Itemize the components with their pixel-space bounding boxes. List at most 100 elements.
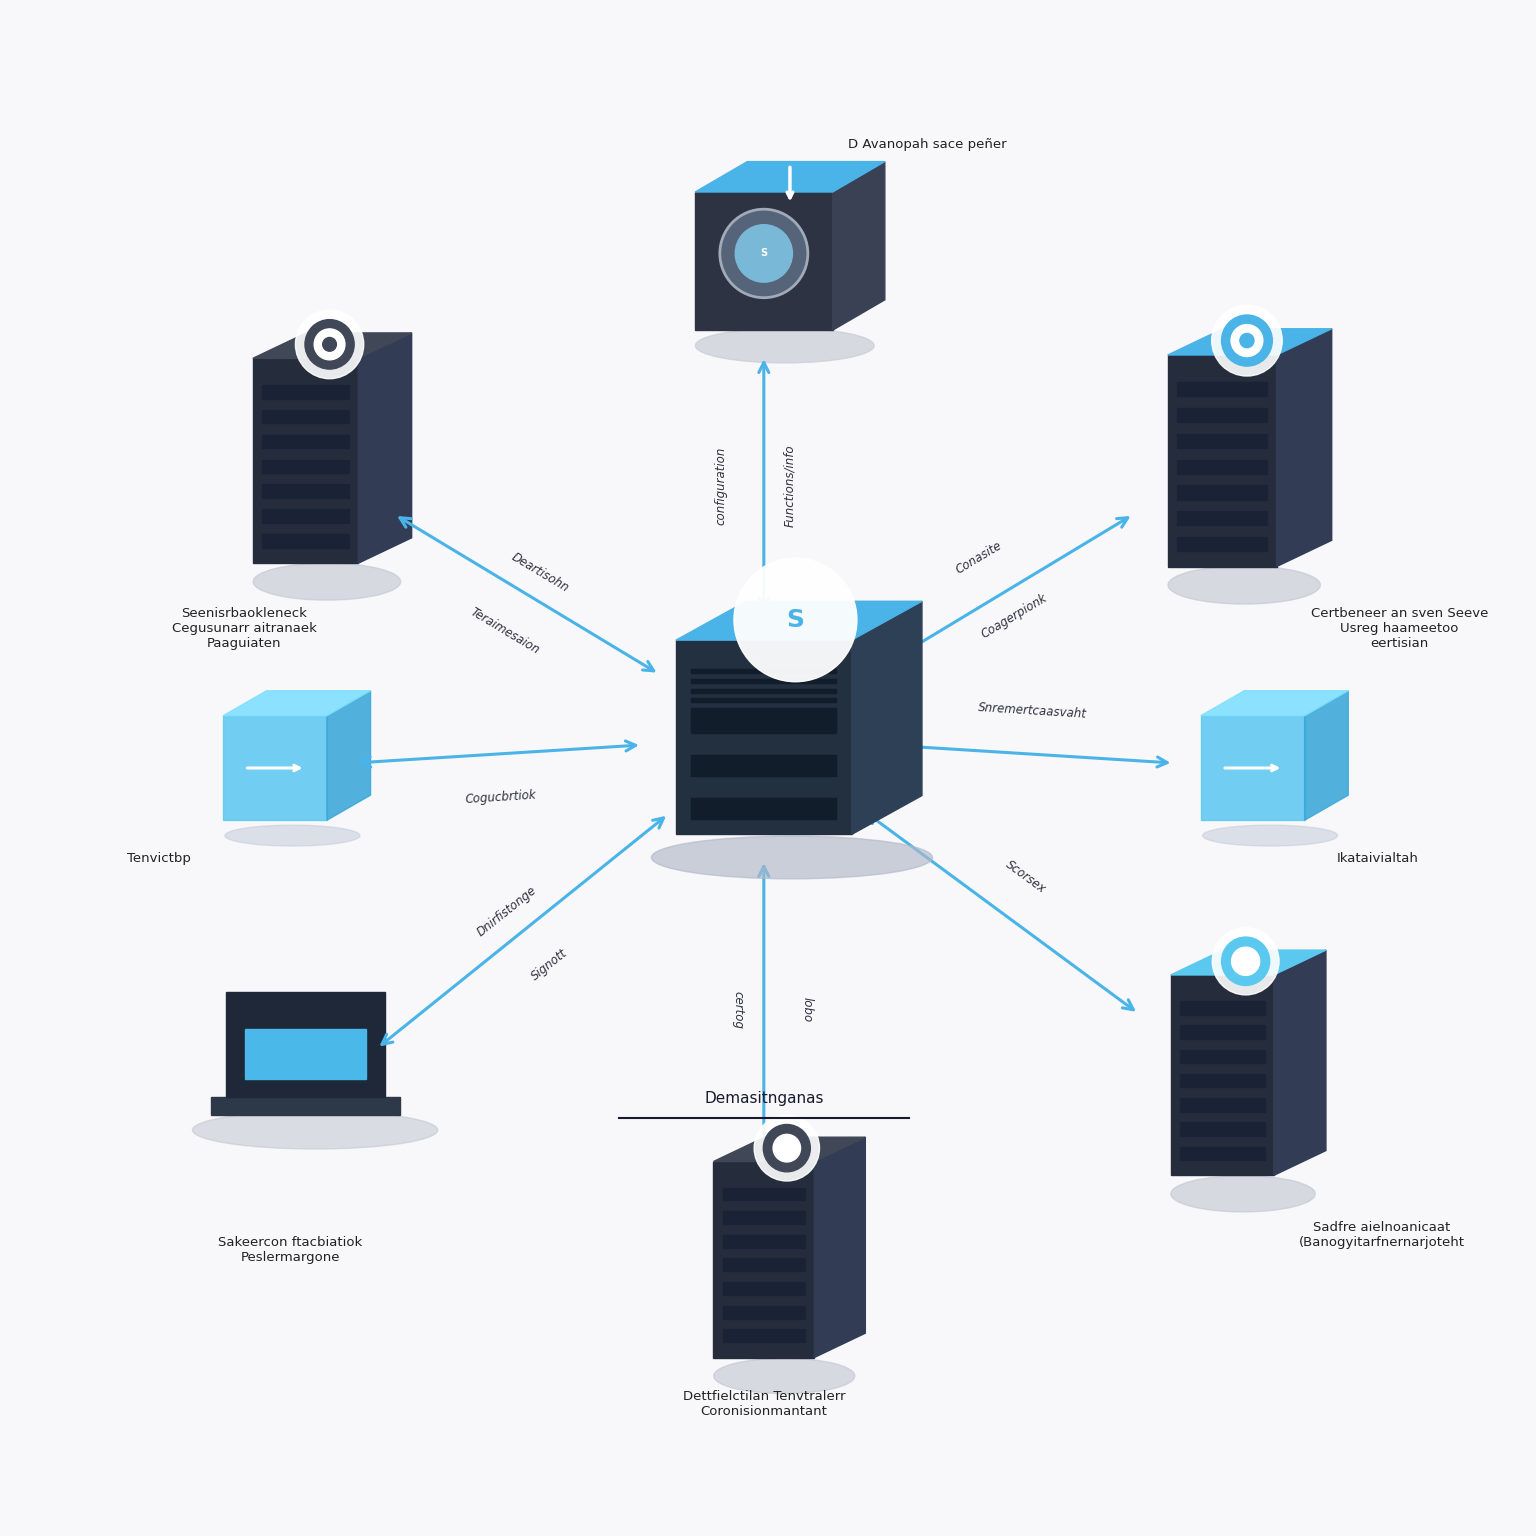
Polygon shape — [722, 1329, 805, 1342]
Circle shape — [315, 329, 346, 359]
Ellipse shape — [224, 825, 359, 846]
Text: S: S — [760, 249, 768, 258]
Polygon shape — [1177, 538, 1267, 551]
Polygon shape — [223, 716, 327, 820]
Polygon shape — [691, 797, 837, 819]
Circle shape — [1230, 324, 1263, 356]
Polygon shape — [263, 535, 349, 548]
Polygon shape — [713, 1161, 814, 1358]
Ellipse shape — [714, 1358, 856, 1393]
Polygon shape — [1170, 975, 1273, 1175]
Polygon shape — [696, 192, 833, 330]
Text: Cogucbrtiok: Cogucbrtiok — [465, 788, 536, 805]
Text: Tenvictbp: Tenvictbp — [127, 852, 190, 865]
Text: Coagerpionk: Coagerpionk — [978, 591, 1049, 641]
Circle shape — [763, 1124, 811, 1172]
Polygon shape — [1180, 1147, 1264, 1160]
Polygon shape — [1167, 329, 1332, 355]
Polygon shape — [1276, 329, 1332, 567]
Polygon shape — [691, 754, 837, 776]
Polygon shape — [263, 510, 349, 522]
Polygon shape — [676, 641, 851, 834]
Polygon shape — [223, 691, 370, 716]
Text: Teraimesaion: Teraimesaion — [468, 605, 542, 657]
Polygon shape — [1201, 691, 1349, 716]
Ellipse shape — [1167, 565, 1321, 604]
Polygon shape — [691, 699, 837, 702]
Text: Deartisohn: Deartisohn — [508, 550, 571, 594]
Text: Functions/info: Functions/info — [783, 444, 796, 527]
Text: configuration: configuration — [714, 445, 728, 525]
Circle shape — [1212, 928, 1279, 995]
Polygon shape — [691, 708, 837, 713]
Ellipse shape — [651, 836, 932, 879]
Polygon shape — [722, 1283, 805, 1295]
Circle shape — [295, 310, 364, 379]
Polygon shape — [691, 670, 837, 673]
Ellipse shape — [1170, 1177, 1315, 1212]
Polygon shape — [1177, 459, 1267, 473]
Polygon shape — [691, 711, 837, 733]
Text: Dettfielctilan Tenvtralerr
Coronisionmantant: Dettfielctilan Tenvtralerr Coronisionman… — [682, 1390, 845, 1418]
Polygon shape — [696, 161, 885, 192]
Text: Signott: Signott — [528, 946, 570, 983]
Polygon shape — [1180, 1074, 1264, 1087]
Circle shape — [1240, 333, 1253, 347]
Circle shape — [1221, 937, 1270, 986]
Text: Sakeercon ftacbiatiok
Peslermargone: Sakeercon ftacbiatiok Peslermargone — [218, 1236, 362, 1264]
Circle shape — [736, 224, 793, 283]
Circle shape — [734, 558, 857, 682]
Polygon shape — [1180, 1001, 1264, 1015]
Polygon shape — [244, 1029, 366, 1078]
Polygon shape — [833, 161, 885, 330]
Text: certog: certog — [731, 991, 745, 1029]
Polygon shape — [263, 386, 349, 399]
Circle shape — [1212, 306, 1283, 376]
Polygon shape — [713, 1137, 865, 1161]
Polygon shape — [253, 333, 412, 358]
Text: Dnirfistonge: Dnirfistonge — [475, 883, 539, 938]
Polygon shape — [1180, 1049, 1264, 1063]
Polygon shape — [263, 484, 349, 498]
Polygon shape — [722, 1187, 805, 1201]
Circle shape — [1221, 315, 1272, 366]
Polygon shape — [1304, 691, 1349, 820]
Polygon shape — [722, 1210, 805, 1224]
Polygon shape — [1180, 1123, 1264, 1135]
Polygon shape — [676, 601, 922, 641]
Polygon shape — [1177, 382, 1267, 396]
Polygon shape — [814, 1137, 865, 1358]
Polygon shape — [1167, 355, 1276, 567]
Polygon shape — [263, 410, 349, 424]
Polygon shape — [210, 1097, 399, 1115]
Text: Ikataivialtah: Ikataivialtah — [1336, 852, 1419, 865]
Ellipse shape — [192, 1111, 438, 1149]
Polygon shape — [358, 333, 412, 564]
Polygon shape — [1273, 951, 1326, 1175]
Circle shape — [754, 1115, 820, 1181]
Polygon shape — [691, 679, 837, 682]
Text: Scorsex: Scorsex — [1003, 859, 1048, 895]
Polygon shape — [851, 601, 922, 834]
Text: D Avanopah sace peñer: D Avanopah sace peñer — [848, 138, 1006, 151]
Polygon shape — [1180, 1098, 1264, 1112]
Ellipse shape — [1203, 825, 1338, 846]
Polygon shape — [263, 459, 349, 473]
Text: Conasite: Conasite — [954, 539, 1005, 576]
Polygon shape — [722, 1235, 805, 1247]
Polygon shape — [1177, 433, 1267, 449]
Circle shape — [773, 1135, 800, 1161]
Polygon shape — [327, 691, 370, 820]
Polygon shape — [1177, 511, 1267, 525]
Text: Snremertcaasvaht: Snremertcaasvaht — [977, 700, 1087, 720]
Polygon shape — [1201, 716, 1304, 820]
Text: lobo: lobo — [800, 997, 813, 1023]
Polygon shape — [722, 1258, 805, 1272]
Polygon shape — [253, 358, 358, 564]
Text: Demasitnganas: Demasitnganas — [703, 1091, 823, 1106]
Circle shape — [720, 209, 808, 298]
Polygon shape — [1170, 951, 1326, 975]
Circle shape — [1232, 948, 1260, 975]
Ellipse shape — [253, 564, 401, 601]
Text: Seenisrbaokleneck
Cegusunarr aitranaek
Paaguiaten: Seenisrbaokleneck Cegusunarr aitranaek P… — [172, 607, 316, 650]
